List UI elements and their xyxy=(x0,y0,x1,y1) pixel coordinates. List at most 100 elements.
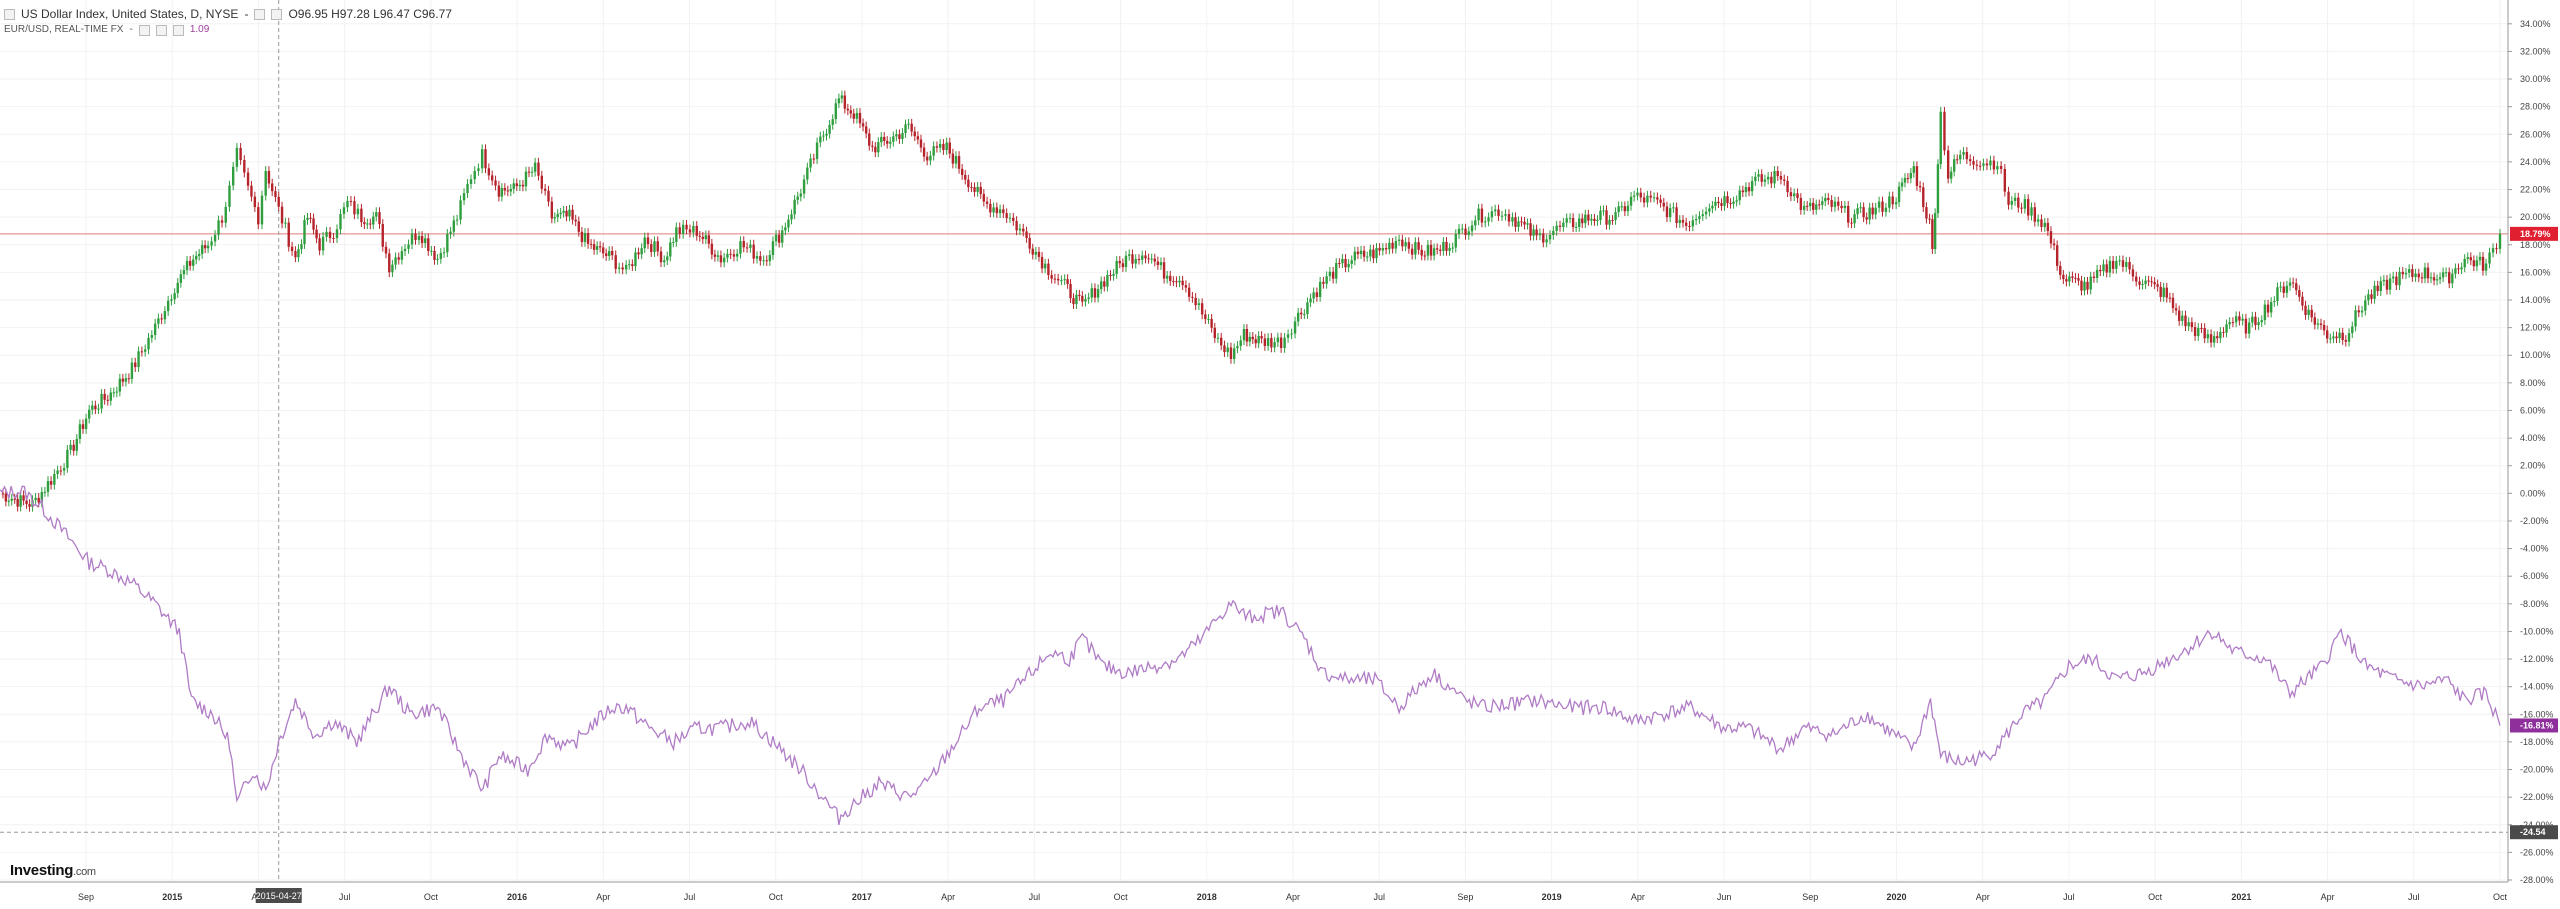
y-tick-label: -18.00% xyxy=(2520,737,2554,747)
main-symbol-title[interactable]: US Dollar Index, United States, D, NYSE xyxy=(21,7,239,21)
investing-logo: Investing.com xyxy=(10,862,96,879)
candle-body xyxy=(2266,304,2270,313)
candle-body xyxy=(515,183,519,187)
y-tick-label: -28.00% xyxy=(2520,875,2554,885)
candle-body xyxy=(2046,222,2050,232)
y-tick-label: 2.00% xyxy=(2520,461,2546,471)
y-tick-label: 30.00% xyxy=(2520,74,2551,84)
settings-square-icon[interactable] xyxy=(155,24,167,36)
candle-body xyxy=(1552,230,1555,235)
candle-body xyxy=(257,207,260,225)
candle-body xyxy=(598,246,602,248)
candle-body xyxy=(1862,207,1865,218)
candle-body xyxy=(197,253,201,256)
candle-body xyxy=(1040,256,1044,269)
candle-body xyxy=(2206,334,2210,339)
candle-body xyxy=(1642,197,1646,203)
candle-body xyxy=(69,444,72,450)
candle-body xyxy=(1118,260,1121,264)
candle-body xyxy=(1156,261,1160,266)
candle-body xyxy=(861,123,865,127)
candle-body xyxy=(1999,166,2003,169)
candle-body xyxy=(1318,281,1322,297)
candle-body xyxy=(417,236,421,240)
candle-body xyxy=(2131,269,2135,277)
x-tick-label: Sep xyxy=(1802,892,1818,902)
candle-body xyxy=(1824,198,1827,202)
candle-body xyxy=(147,337,150,350)
candle-body xyxy=(1750,181,1754,192)
candle-body xyxy=(220,220,224,223)
candle-body xyxy=(1279,337,1283,349)
candle-body xyxy=(2099,269,2102,272)
crosshair-date-label: 2015-04-27 xyxy=(256,891,302,901)
time-axis[interactable]: Sep 2015 Apr Jul Oct 2016 Apr Jul Oct 2017 Apr Jul O… xyxy=(78,888,2508,903)
candle-body xyxy=(1517,221,1520,227)
candle-body xyxy=(771,241,775,256)
candle-body xyxy=(992,207,995,213)
crosshair-value-label: -24.54 xyxy=(2520,827,2546,837)
candle-body xyxy=(2212,336,2216,343)
candle-body xyxy=(1081,295,1084,302)
candle-body xyxy=(2141,284,2144,286)
settings-square-icon[interactable] xyxy=(254,8,266,20)
candle-body xyxy=(628,264,631,266)
x-tick-label: Sep xyxy=(1457,892,1473,902)
candle-body xyxy=(1047,263,1050,276)
candle-body xyxy=(1652,197,1656,199)
compare-symbol-title[interactable]: EUR/USD, REAL-TIME FX xyxy=(4,24,124,35)
close-square-icon[interactable] xyxy=(172,24,184,36)
candle-body xyxy=(1962,151,1965,155)
collapse-toggle-icon[interactable] xyxy=(4,8,15,20)
candle-body xyxy=(781,230,784,243)
candle-body xyxy=(1266,337,1270,346)
candle-body xyxy=(2382,279,2386,282)
candle-body xyxy=(130,362,134,379)
candle-body xyxy=(1315,292,1319,297)
close-square-icon[interactable] xyxy=(271,8,283,20)
candle-body xyxy=(66,449,69,468)
candle-body xyxy=(1847,205,1850,223)
candle-body xyxy=(583,232,587,243)
candle-body xyxy=(1410,248,1414,255)
candle-body xyxy=(530,171,534,173)
x-tick-label: Apr xyxy=(941,892,955,902)
candle-body xyxy=(932,146,935,156)
candle-body xyxy=(2003,168,2007,192)
candle-body xyxy=(755,256,759,259)
candle-body xyxy=(1732,201,1735,204)
candle-body xyxy=(2111,260,2115,269)
candle-body xyxy=(1581,218,1584,224)
candle-body xyxy=(315,229,318,239)
candle-body xyxy=(1608,219,1611,225)
candle-body xyxy=(2074,277,2077,279)
candle-body xyxy=(1031,248,1034,255)
candle-body xyxy=(2187,322,2190,327)
candle-body xyxy=(2181,315,2184,321)
candle-body xyxy=(153,323,157,336)
candle-body xyxy=(2171,297,2175,309)
candle-body xyxy=(2007,191,2010,205)
candle-body xyxy=(267,170,271,184)
candle-body xyxy=(1381,247,1385,251)
candle-body xyxy=(998,209,1002,214)
visibility-square-icon[interactable] xyxy=(138,24,150,36)
candle-body xyxy=(2498,233,2502,249)
candle-body xyxy=(1069,283,1072,299)
candle-body xyxy=(1191,296,1194,298)
candle-body xyxy=(695,225,698,236)
candle-body xyxy=(1818,204,1821,206)
candle-body xyxy=(1276,337,1280,343)
x-tick-label: Apr xyxy=(596,892,610,902)
candle-body xyxy=(312,218,315,230)
candle-body xyxy=(1137,258,1141,260)
candle-body xyxy=(580,231,584,243)
candle-body xyxy=(124,378,128,382)
candle-body xyxy=(391,264,394,273)
candle-body xyxy=(375,212,378,217)
candle-body xyxy=(2407,269,2411,273)
candle-body xyxy=(1194,297,1197,306)
candle-body xyxy=(1487,217,1490,222)
